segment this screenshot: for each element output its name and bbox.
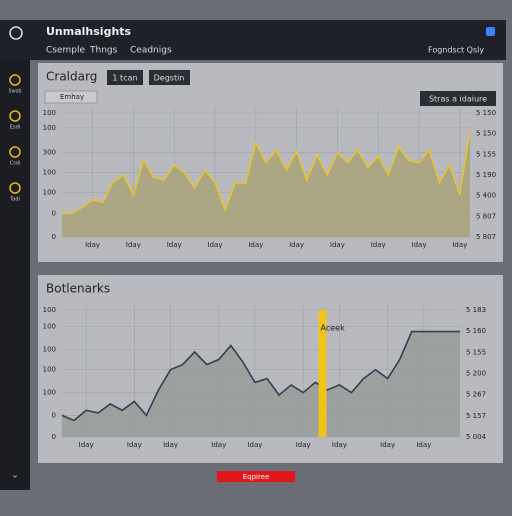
nav-icon[interactable] — [9, 182, 21, 194]
button-label: 1 tcan — [112, 74, 137, 83]
x-tick-label: Iday — [289, 241, 304, 249]
right-label: 5 160 — [466, 327, 486, 335]
annotation-bar — [318, 310, 327, 437]
x-tick-label: Iday — [247, 441, 262, 449]
button[interactable] — [217, 471, 295, 482]
x-tick-label: Iday — [167, 241, 182, 249]
dropdown-label: Emhay — [60, 93, 84, 101]
dropdown[interactable] — [44, 90, 98, 104]
x-tick-label: Iday — [127, 441, 142, 449]
annotation-label: Aceek — [321, 324, 346, 333]
nav-label: Csdi — [10, 161, 21, 167]
right-label: 5 190 — [476, 171, 496, 179]
right-label: 5 183 — [466, 306, 486, 314]
x-tick-label: Iday — [371, 241, 386, 249]
button-label: Stras a idaiure — [429, 95, 487, 104]
nav-label: Swsb — [8, 89, 21, 95]
right-label: 5 150 — [476, 130, 496, 138]
nav-icon[interactable] — [9, 110, 21, 122]
y-tick-label: 100 — [43, 366, 56, 374]
y-tick-label: 100 — [43, 109, 56, 117]
nav-icon[interactable] — [9, 74, 21, 86]
sidebar — [0, 60, 30, 490]
y-tick-label: 300 — [43, 149, 56, 157]
right-label: 5 157 — [466, 412, 486, 420]
logo — [9, 26, 23, 40]
collapse-icon[interactable]: ⌄ — [11, 471, 19, 481]
x-tick-label: Iday — [412, 241, 427, 249]
user-text: Fogndsct Qsly — [428, 46, 484, 55]
x-tick-label: Iday — [330, 241, 345, 249]
x-tick-label: Iday — [85, 241, 100, 249]
button[interactable] — [107, 70, 143, 85]
y-tick-label: 100 — [43, 323, 56, 331]
x-tick-label: Iday — [126, 241, 141, 249]
x-tick-label: Iday — [452, 241, 467, 249]
x-tick-label: Iday — [163, 441, 178, 449]
y-tick-label: 0 — [52, 411, 56, 419]
right-label: 5 807 — [476, 212, 496, 220]
area — [62, 331, 460, 437]
x-tick-label: Iday — [332, 441, 347, 449]
app-title: Unmalhsights — [46, 25, 132, 38]
tab[interactable]: Thngs — [89, 46, 118, 56]
y-tick-label: 100 — [43, 345, 56, 353]
right-label: 5 155 — [476, 150, 496, 158]
line — [61, 330, 460, 422]
x-tick-label: Iday — [380, 441, 395, 449]
tab[interactable]: Ceadnigs — [130, 46, 172, 56]
nav-label: Esdl — [10, 125, 20, 131]
nav-label: Tadi — [9, 197, 20, 203]
right-label: 5 150 — [476, 109, 496, 117]
y-tick-label: 0 — [52, 209, 56, 217]
right-label: 5 807 — [476, 233, 496, 241]
right-label: 5 200 — [466, 370, 486, 378]
panel-title: Botlenarks — [46, 282, 110, 296]
line — [62, 130, 471, 215]
x-tick-label: Iday — [79, 441, 94, 449]
x-tick-label: Iday — [208, 241, 223, 249]
button-label: Eqpiree — [243, 473, 270, 481]
x-tick-label: Iday — [211, 441, 226, 449]
header-bar — [0, 20, 506, 60]
y-tick-label: 100 — [43, 188, 56, 196]
tab[interactable]: Csemple — [46, 46, 85, 56]
panel-title: Craldarg — [46, 70, 97, 84]
x-tick-label: Iday — [296, 441, 311, 449]
button-label: Degstin — [154, 74, 185, 83]
nav-icon[interactable] — [9, 146, 21, 158]
right-label: 5 400 — [476, 192, 496, 200]
y-tick-label: 0 — [52, 433, 56, 441]
y-tick-label: 0 — [52, 233, 56, 241]
x-tick-label: Iday — [248, 241, 263, 249]
y-tick-label: 100 — [43, 306, 56, 314]
y-tick-label: 100 — [43, 169, 56, 177]
right-label: 5 267 — [466, 391, 486, 399]
button[interactable] — [420, 91, 496, 106]
header-icon[interactable] — [486, 27, 495, 36]
y-tick-label: 100 — [43, 124, 56, 132]
right-label: 5 004 — [466, 433, 487, 441]
right-label: 5 155 — [466, 348, 486, 356]
area — [62, 130, 470, 237]
x-tick-label: Iday — [416, 441, 431, 449]
button[interactable] — [149, 70, 190, 85]
y-tick-label: 100 — [43, 389, 56, 397]
